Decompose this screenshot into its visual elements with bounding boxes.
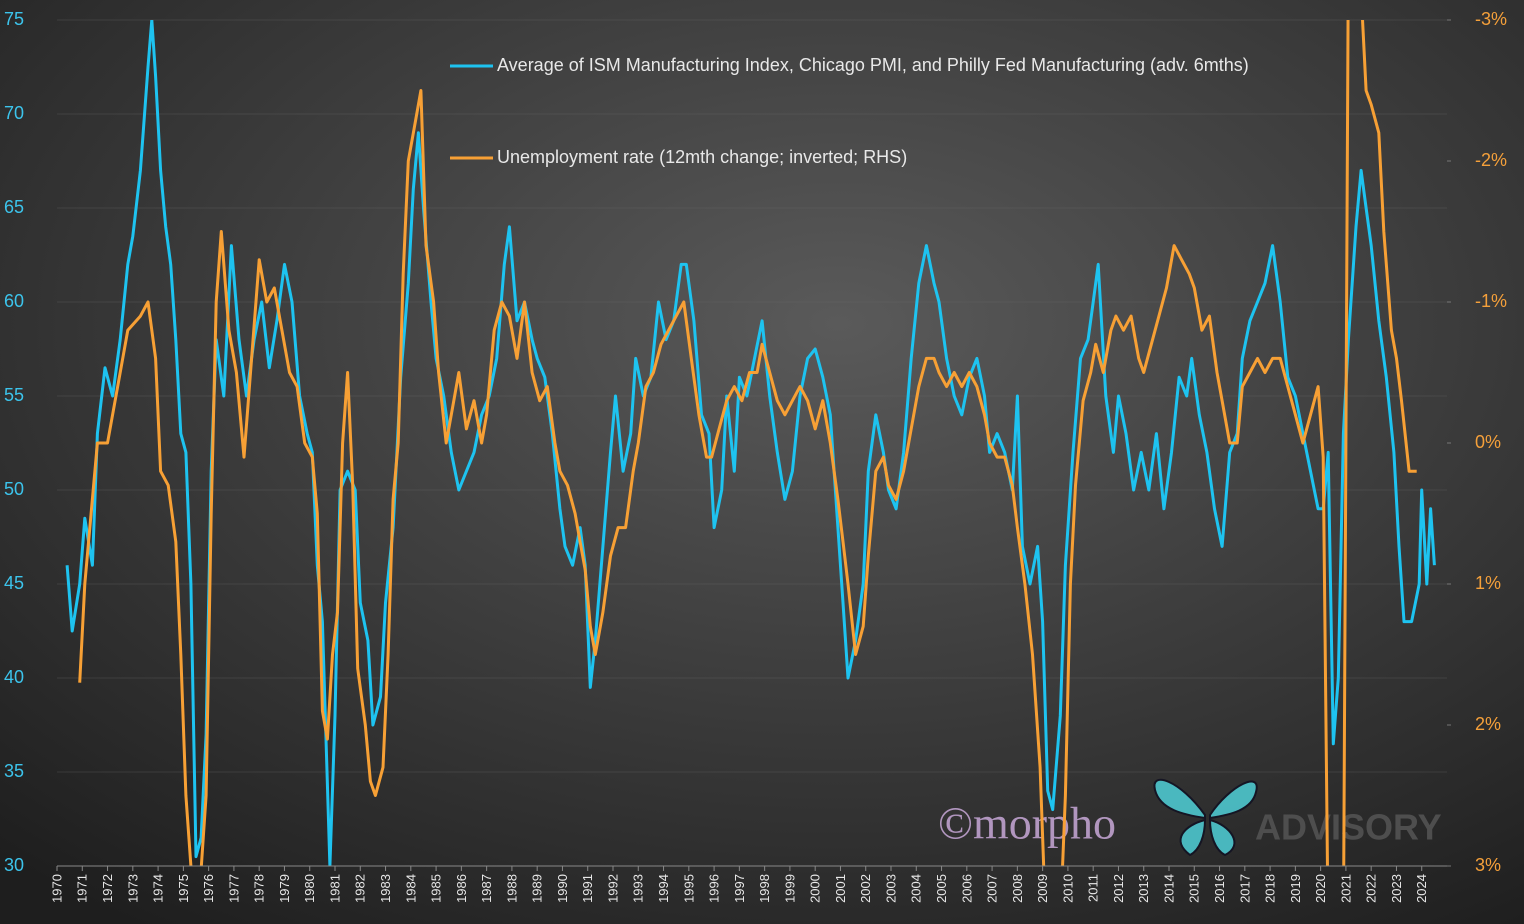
x-tick-label: 1970 bbox=[49, 874, 64, 903]
y-tick-label: 55 bbox=[4, 385, 24, 405]
x-tick-label: 2008 bbox=[1010, 874, 1025, 903]
x-tick-label: 1983 bbox=[378, 874, 393, 903]
x-tick-label: 1974 bbox=[151, 874, 166, 903]
x-tick-label: 2019 bbox=[1288, 874, 1303, 903]
y2-tick-label: 2% bbox=[1475, 714, 1501, 734]
x-tick-label: 1999 bbox=[782, 874, 797, 903]
x-tick-label: 1980 bbox=[302, 874, 317, 903]
x-tick-label: 1971 bbox=[75, 874, 90, 903]
y-tick-label: 70 bbox=[4, 103, 24, 123]
legend-label: Unemployment rate (12mth change; inverte… bbox=[497, 147, 907, 167]
x-tick-label: 2013 bbox=[1136, 874, 1151, 903]
x-tick-label: 1996 bbox=[707, 874, 722, 903]
legend-label: Average of ISM Manufacturing Index, Chic… bbox=[497, 55, 1249, 75]
x-tick-label: 2022 bbox=[1364, 874, 1379, 903]
y-tick-label: 65 bbox=[4, 197, 24, 217]
x-tick-label: 1982 bbox=[353, 874, 368, 903]
watermark-text: ©morpho bbox=[938, 798, 1116, 849]
y2-tick-label: -1% bbox=[1475, 291, 1507, 311]
x-tick-label: 2009 bbox=[1035, 874, 1050, 903]
y2-tick-label: 3% bbox=[1475, 855, 1501, 875]
x-tick-label: 2011 bbox=[1086, 874, 1101, 902]
butterfly bbox=[1153, 778, 1258, 857]
series-line bbox=[65, 20, 1436, 866]
plot-area bbox=[65, 20, 1436, 866]
x-tick-label: 1981 bbox=[327, 874, 342, 903]
x-tick-label: 1985 bbox=[429, 874, 444, 903]
y2-tick-label: -2% bbox=[1475, 150, 1507, 170]
x-tick-label: 1995 bbox=[681, 874, 696, 903]
x-tick-label: 1979 bbox=[277, 874, 292, 903]
x-tick-label: 2024 bbox=[1414, 874, 1429, 903]
y-tick-label: 50 bbox=[4, 479, 24, 499]
x-tick-label: 2015 bbox=[1187, 874, 1202, 903]
x-tick-label: 1992 bbox=[605, 874, 620, 903]
x-tick-label: 1975 bbox=[176, 874, 191, 903]
x-tick-label: 1990 bbox=[555, 874, 570, 903]
x-tick-label: 2002 bbox=[858, 874, 873, 903]
x-tick-label: 1986 bbox=[454, 874, 469, 903]
y-tick-label: 40 bbox=[4, 667, 24, 687]
legend: Average of ISM Manufacturing Index, Chic… bbox=[450, 55, 1249, 167]
x-tick-label: 2010 bbox=[1060, 874, 1075, 903]
x-tick-label: 1998 bbox=[757, 874, 772, 903]
y2-tick-label: -3% bbox=[1475, 9, 1507, 29]
x-tick-label: 2016 bbox=[1212, 874, 1227, 903]
x-tick-label: 2005 bbox=[934, 874, 949, 903]
grid bbox=[57, 19, 1447, 867]
x-tick-label: 2021 bbox=[1338, 874, 1353, 903]
x-tick-label: 2007 bbox=[985, 874, 1000, 903]
x-tick-label: 1977 bbox=[226, 874, 241, 903]
y-tick-label: 30 bbox=[4, 855, 24, 875]
y-tick-label: 60 bbox=[4, 291, 24, 311]
watermark-text: ADVISORY bbox=[1255, 807, 1442, 848]
x-tick-label: 2000 bbox=[808, 874, 823, 903]
y-tick-label: 75 bbox=[4, 9, 24, 29]
x-tick-label: 2018 bbox=[1263, 874, 1278, 903]
x-tick-label: 2012 bbox=[1111, 874, 1126, 903]
watermark: ©morpho ADVISORY bbox=[938, 778, 1442, 857]
x-tick-label: 2006 bbox=[959, 874, 974, 903]
x-tick-label: 1973 bbox=[125, 874, 140, 903]
y-tick-label: 35 bbox=[4, 761, 24, 781]
x-tick-label: 1987 bbox=[479, 874, 494, 903]
y2-tick-label: 0% bbox=[1475, 432, 1501, 452]
series-line bbox=[78, 20, 1417, 866]
y-tick-label: 45 bbox=[4, 573, 24, 593]
x-tick-label: 1984 bbox=[403, 874, 418, 903]
x-tick-label: 1978 bbox=[252, 874, 267, 903]
x-tick-label: 1989 bbox=[530, 874, 545, 903]
x-tick-label: 1994 bbox=[656, 874, 671, 903]
x-tick-label: 1991 bbox=[580, 874, 595, 903]
x-tick-label: 1997 bbox=[732, 874, 747, 903]
x-tick-label: 1976 bbox=[201, 874, 216, 903]
x-tick-label: 2020 bbox=[1313, 874, 1328, 903]
x-tick-label: 2004 bbox=[909, 874, 924, 903]
y2-tick-label: 1% bbox=[1475, 573, 1501, 593]
x-tick-label: 2003 bbox=[883, 874, 898, 903]
x-tick-label: 2014 bbox=[1161, 874, 1176, 903]
x-tick-label: 1988 bbox=[504, 874, 519, 903]
x-tick-label: 2017 bbox=[1237, 874, 1252, 903]
x-tick-label: 1972 bbox=[100, 874, 115, 903]
x-tick-label: 1993 bbox=[631, 874, 646, 903]
axes: 30 35 40 45 50 55 60 65 70 75 -3% -2% -1% 0% 1% 2% 3% 197… bbox=[4, 9, 1507, 903]
x-tick-label: 2023 bbox=[1389, 874, 1404, 903]
x-tick-label: 2001 bbox=[833, 874, 848, 903]
